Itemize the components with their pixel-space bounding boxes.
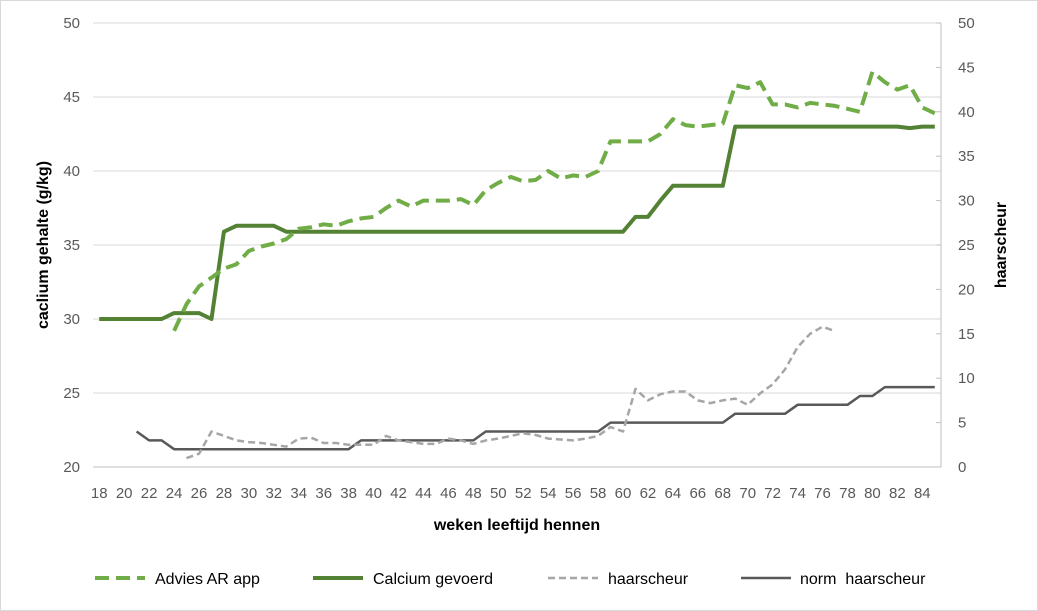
x-tick-label: 68 — [714, 485, 731, 502]
x-tick-label: 56 — [565, 485, 582, 502]
right-tick-label: 10 — [958, 370, 975, 387]
x-tick-label: 84 — [914, 485, 931, 502]
x-axis-ticks: 18 20 22 24 26 28 30 32 34 36 38 40 42 44 46 48 50 52 54 56… — [91, 485, 931, 502]
x-tick-label: 42 — [390, 485, 407, 502]
right-axis-title: haarscheur — [993, 202, 1010, 288]
x-tick-label: 28 — [216, 485, 233, 502]
x-axis-title: weken leeftijd hennen — [433, 517, 600, 534]
left-axis-title: caclium gehalte (g/kg) — [35, 161, 52, 329]
x-tick-label: 74 — [789, 485, 806, 502]
x-tick-label: 64 — [665, 485, 682, 502]
gridlines — [93, 22, 941, 394]
x-tick-label: 40 — [365, 485, 382, 502]
x-tick-label: 52 — [515, 485, 532, 502]
left-tick-label: 50 — [63, 15, 80, 32]
x-tick-label: 70 — [739, 485, 756, 502]
legend-label-calcium: Calcium gevoerd — [373, 571, 493, 588]
right-tick-label: 30 — [958, 193, 975, 210]
x-tick-label: 48 — [465, 485, 482, 502]
x-tick-label: 60 — [615, 485, 632, 502]
x-tick-label: 18 — [91, 485, 108, 502]
left-tick-label: 40 — [63, 163, 80, 180]
x-tick-label: 36 — [315, 485, 332, 502]
left-tick-label: 35 — [63, 237, 80, 254]
x-tick-label: 22 — [141, 485, 158, 502]
series-layer — [99, 69, 936, 460]
x-tick-label: 50 — [490, 485, 507, 502]
right-tick-label: 25 — [958, 237, 975, 254]
right-axis-ticks: 0 5 10 15 20 25 30 35 40 45 50 — [936, 15, 975, 476]
x-tick-label: 58 — [590, 485, 607, 502]
right-tick-label: 5 — [958, 415, 966, 432]
x-tick-label: 80 — [864, 485, 881, 502]
x-tick-label: 30 — [241, 485, 258, 502]
right-tick-label: 20 — [958, 281, 975, 298]
x-tick-label: 78 — [839, 485, 856, 502]
right-tick-label: 15 — [958, 326, 975, 343]
right-tick-label: 0 — [958, 459, 966, 476]
series-line-advies-ar-app — [172, 69, 936, 332]
legend: Advies AR app Calcium gevoerd haarscheur… — [95, 571, 926, 588]
series-line-norm-haarscheur — [135, 385, 935, 451]
x-tick-label: 76 — [814, 485, 831, 502]
left-tick-label: 45 — [63, 89, 80, 106]
x-tick-label: 54 — [540, 485, 557, 502]
x-tick-label: 44 — [415, 485, 432, 502]
right-tick-label: 50 — [958, 15, 975, 32]
x-tick-label: 34 — [290, 485, 307, 502]
x-tick-label: 82 — [889, 485, 906, 502]
x-tick-label: 38 — [340, 485, 357, 502]
legend-label-norm: norm haarscheur — [800, 571, 926, 588]
x-tick-label: 72 — [764, 485, 781, 502]
series-line-haarscheur — [186, 325, 836, 460]
legend-label-advies: Advies AR app — [155, 571, 260, 588]
left-axis-ticks: 20 25 30 35 40 45 50 — [63, 15, 80, 476]
x-tick-label: 46 — [440, 485, 457, 502]
x-tick-label: 24 — [166, 485, 183, 502]
x-tick-label: 26 — [191, 485, 208, 502]
x-tick-label: 62 — [640, 485, 657, 502]
right-tick-label: 40 — [958, 104, 975, 121]
x-tick-label: 66 — [689, 485, 706, 502]
legend-label-haarscheur: haarscheur — [608, 571, 689, 588]
right-tick-label: 45 — [958, 59, 975, 76]
left-tick-label: 25 — [63, 385, 80, 402]
left-tick-label: 30 — [63, 311, 80, 328]
x-tick-label: 32 — [265, 485, 282, 502]
right-tick-label: 35 — [958, 148, 975, 165]
series-line-calcium-gevoerd — [99, 124, 935, 321]
left-tick-label: 20 — [63, 459, 80, 476]
x-tick-label: 20 — [116, 485, 133, 502]
